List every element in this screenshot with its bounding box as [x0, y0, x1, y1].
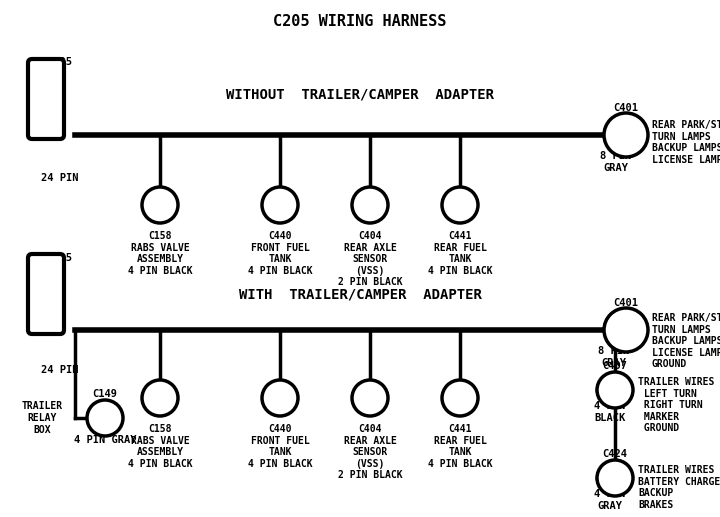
Circle shape	[142, 380, 178, 416]
Circle shape	[604, 308, 648, 352]
Text: 4 PIN
BLACK: 4 PIN BLACK	[595, 401, 626, 423]
Text: C158
RABS VALVE
ASSEMBLY
4 PIN BLACK: C158 RABS VALVE ASSEMBLY 4 PIN BLACK	[127, 424, 192, 469]
Text: WITH  TRAILER/CAMPER  ADAPTER: WITH TRAILER/CAMPER ADAPTER	[238, 288, 482, 302]
Circle shape	[87, 400, 123, 436]
Text: C401: C401	[613, 298, 639, 308]
Text: 24 PIN: 24 PIN	[41, 365, 78, 375]
FancyBboxPatch shape	[28, 59, 64, 139]
Circle shape	[597, 460, 633, 496]
Circle shape	[442, 187, 478, 223]
Text: 4 PIN
GRAY: 4 PIN GRAY	[595, 489, 626, 511]
Text: 8 PIN
GRAY: 8 PIN GRAY	[600, 151, 631, 173]
Text: C404
REAR AXLE
SENSOR
(VSS)
2 PIN BLACK: C404 REAR AXLE SENSOR (VSS) 2 PIN BLACK	[338, 231, 402, 287]
Text: 24 PIN: 24 PIN	[41, 173, 78, 183]
Text: C149: C149	[92, 389, 117, 399]
Circle shape	[142, 187, 178, 223]
Text: TRAILER WIRES
BATTERY CHARGE
BACKUP
BRAKES: TRAILER WIRES BATTERY CHARGE BACKUP BRAK…	[638, 465, 720, 510]
Text: REAR PARK/STOP
TURN LAMPS
BACKUP LAMPS
LICENSE LAMPS: REAR PARK/STOP TURN LAMPS BACKUP LAMPS L…	[652, 120, 720, 165]
Text: C404
REAR AXLE
SENSOR
(VSS)
2 PIN BLACK: C404 REAR AXLE SENSOR (VSS) 2 PIN BLACK	[338, 424, 402, 480]
Text: 4 PIN GRAY: 4 PIN GRAY	[73, 435, 136, 445]
Text: C440
FRONT FUEL
TANK
4 PIN BLACK: C440 FRONT FUEL TANK 4 PIN BLACK	[248, 424, 312, 469]
Text: C205: C205	[48, 253, 73, 263]
Circle shape	[262, 380, 298, 416]
Text: C441
REAR FUEL
TANK
4 PIN BLACK: C441 REAR FUEL TANK 4 PIN BLACK	[428, 231, 492, 276]
Text: C407: C407	[603, 361, 628, 371]
Text: WITHOUT  TRAILER/CAMPER  ADAPTER: WITHOUT TRAILER/CAMPER ADAPTER	[226, 88, 494, 102]
Text: C205 WIRING HARNESS: C205 WIRING HARNESS	[274, 14, 446, 29]
Text: C441
REAR FUEL
TANK
4 PIN BLACK: C441 REAR FUEL TANK 4 PIN BLACK	[428, 424, 492, 469]
Text: 8 PIN
GRAY: 8 PIN GRAY	[598, 346, 629, 368]
Circle shape	[597, 372, 633, 408]
FancyBboxPatch shape	[28, 254, 64, 334]
Circle shape	[352, 187, 388, 223]
Circle shape	[262, 187, 298, 223]
Text: C205: C205	[48, 57, 73, 67]
Circle shape	[442, 380, 478, 416]
Circle shape	[352, 380, 388, 416]
Circle shape	[604, 113, 648, 157]
Text: C401: C401	[613, 103, 639, 113]
Text: C158
RABS VALVE
ASSEMBLY
4 PIN BLACK: C158 RABS VALVE ASSEMBLY 4 PIN BLACK	[127, 231, 192, 276]
Text: TRAILER
RELAY
BOX: TRAILER RELAY BOX	[22, 401, 63, 435]
Text: C440
FRONT FUEL
TANK
4 PIN BLACK: C440 FRONT FUEL TANK 4 PIN BLACK	[248, 231, 312, 276]
Text: TRAILER WIRES
 LEFT TURN
 RIGHT TURN
 MARKER
 GROUND: TRAILER WIRES LEFT TURN RIGHT TURN MARKE…	[638, 377, 714, 433]
Text: REAR PARK/STOP
TURN LAMPS
BACKUP LAMPS
LICENSE LAMPS
GROUND: REAR PARK/STOP TURN LAMPS BACKUP LAMPS L…	[652, 313, 720, 370]
Text: C424: C424	[603, 449, 628, 459]
